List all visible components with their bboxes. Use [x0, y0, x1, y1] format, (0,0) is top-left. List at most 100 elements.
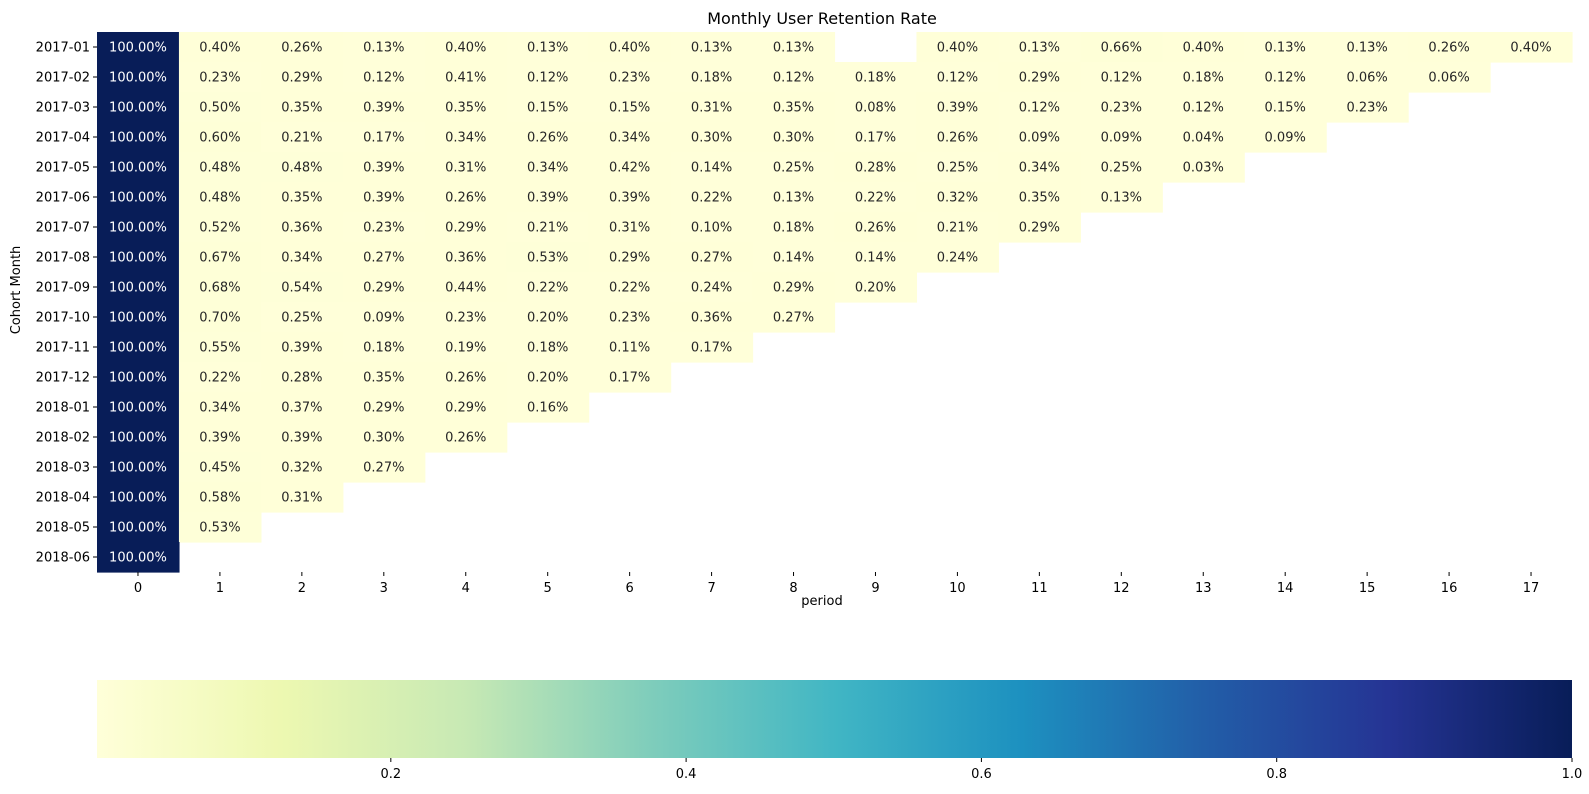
cell-value-label: 0.17% — [855, 131, 896, 146]
heatmap-cell — [1408, 32, 1491, 63]
cell-value-label: 0.17% — [609, 371, 650, 386]
heatmap-cell — [260, 332, 344, 363]
heatmap-cell — [998, 212, 1081, 243]
cell-value-label: 100.00% — [109, 401, 167, 416]
heatmap-cell — [178, 62, 262, 93]
heatmap-cell — [342, 452, 426, 483]
heatmap-cell — [1080, 92, 1163, 123]
heatmap-cell — [670, 182, 754, 213]
cell-value-label: 0.22% — [609, 281, 650, 296]
heatmap-cell — [1080, 32, 1163, 63]
cell-value-label: 0.18% — [1183, 71, 1224, 86]
heatmap-cell — [916, 242, 999, 273]
cell-value-label: 0.20% — [527, 371, 568, 386]
heatmap-cell — [588, 92, 672, 123]
cell-value-label: 0.29% — [609, 251, 650, 266]
cell-value-label: 0.67% — [199, 251, 240, 266]
heatmap-cell — [260, 122, 344, 153]
cell-value-label: 0.09% — [1265, 131, 1306, 146]
cell-value-label: 0.29% — [1019, 221, 1060, 236]
colorbar-tick-label: 1.0 — [1562, 767, 1583, 782]
cell-value-label: 0.32% — [281, 461, 322, 476]
cell-value-label: 0.31% — [609, 221, 650, 236]
heatmap-cell — [178, 92, 262, 123]
heatmap-cell — [916, 122, 999, 153]
heatmap-cell — [506, 212, 590, 243]
x-tick-label: 14 — [1277, 581, 1294, 596]
cell-value-label: 0.09% — [363, 311, 404, 326]
heatmap-cell — [97, 332, 180, 363]
heatmap-cell — [342, 122, 426, 153]
heatmap-cell — [97, 302, 180, 333]
heatmap-cell — [342, 422, 426, 453]
heatmap-cell — [506, 242, 590, 273]
heatmap-cell — [506, 62, 590, 93]
cell-value-label: 0.45% — [199, 461, 240, 476]
heatmap-cell — [506, 392, 590, 423]
heatmap-cell — [670, 272, 754, 303]
cell-value-label: 0.12% — [527, 71, 568, 86]
heatmap-cell — [97, 62, 180, 93]
cell-value-label: 0.54% — [281, 281, 322, 296]
heatmap-cell — [506, 122, 590, 153]
heatmap-cell — [260, 422, 344, 453]
cell-value-label: 0.31% — [281, 491, 322, 506]
heatmap-cell — [1326, 62, 1409, 93]
heatmap-cell — [342, 212, 426, 243]
cell-value-label: 100.00% — [109, 71, 167, 86]
cell-value-label: 0.13% — [691, 41, 732, 56]
cell-value-label: 0.35% — [281, 101, 322, 116]
x-tick-label: 17 — [1523, 581, 1540, 596]
y-tick-label: 2017-04 — [36, 131, 90, 146]
y-tick-label: 2018-01 — [36, 401, 90, 416]
cell-value-label: 0.27% — [691, 251, 732, 266]
cell-value-label: 0.23% — [609, 311, 650, 326]
heatmap-cell — [752, 122, 836, 153]
heatmap-cell — [1326, 92, 1409, 123]
heatmap-cell — [916, 182, 999, 213]
cell-value-label: 0.26% — [445, 191, 486, 206]
heatmap-cell — [588, 182, 672, 213]
cell-value-label: 0.32% — [937, 191, 978, 206]
heatmap-cell — [506, 32, 590, 63]
cell-value-label: 0.39% — [363, 191, 404, 206]
cell-value-label: 100.00% — [109, 161, 167, 176]
heatmap-cell — [1080, 62, 1163, 93]
x-tick-label: 13 — [1195, 581, 1212, 596]
x-tick-label: 2 — [298, 581, 306, 596]
heatmap-cell — [97, 272, 180, 303]
y-tick-label: 2017-06 — [36, 191, 90, 206]
heatmap-cell — [506, 272, 590, 303]
heatmap-cell — [1162, 122, 1245, 153]
cell-value-label: 0.39% — [527, 191, 568, 206]
heatmap-cell — [998, 122, 1081, 153]
cell-value-label: 0.23% — [1101, 101, 1142, 116]
heatmap-cell — [834, 272, 918, 303]
cell-value-label: 0.19% — [445, 341, 486, 356]
cell-value-label: 0.13% — [1265, 41, 1306, 56]
x-axis-label: period — [801, 594, 842, 609]
heatmap-cell — [178, 272, 262, 303]
heatmap-cell — [1408, 62, 1491, 93]
cell-value-label: 0.29% — [1019, 71, 1060, 86]
heatmap-cell — [998, 152, 1081, 183]
cell-value-label: 0.27% — [773, 311, 814, 326]
heatmap-cell — [998, 92, 1081, 123]
cell-value-label: 0.14% — [773, 251, 814, 266]
heatmap-cell — [506, 362, 590, 393]
cell-value-label: 0.23% — [363, 221, 404, 236]
cell-value-label: 0.28% — [855, 161, 896, 176]
x-tick-label: 8 — [789, 581, 797, 596]
cell-value-label: 0.60% — [199, 131, 240, 146]
heatmap-cell — [1080, 182, 1163, 213]
heatmap-cell — [588, 302, 672, 333]
heatmap-cell — [424, 212, 508, 243]
colorbar-tick-label: 0.6 — [971, 767, 992, 782]
heatmap-cell — [342, 302, 426, 333]
y-tick-label: 2018-06 — [36, 551, 90, 566]
y-tick-label: 2018-05 — [36, 521, 90, 536]
cell-value-label: 0.53% — [199, 521, 240, 536]
heatmap-cell — [834, 92, 918, 123]
heatmap-cell — [424, 242, 508, 273]
cell-value-label: 0.34% — [445, 131, 486, 146]
